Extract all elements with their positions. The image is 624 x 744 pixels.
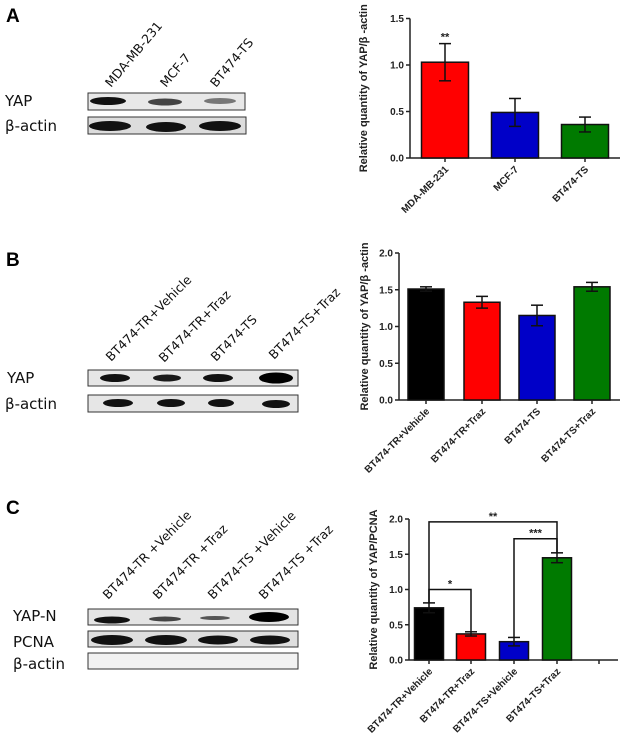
blot-band bbox=[90, 97, 126, 105]
blot-band bbox=[91, 635, 133, 645]
blot-row-label: β-actin bbox=[5, 117, 57, 135]
y-tick-label: 0.5 bbox=[379, 359, 393, 370]
blot-band bbox=[153, 374, 181, 382]
blot-row-label: YAP bbox=[4, 92, 32, 110]
western-blot-a: MDA-MB-231 MCF-7 BT474-TS YAP β-actin bbox=[4, 18, 256, 135]
y-tick-label: 1.5 bbox=[390, 14, 404, 25]
y-tick-label: 0.5 bbox=[390, 107, 404, 118]
blot-band bbox=[204, 98, 236, 104]
significance-label: ** bbox=[441, 32, 450, 44]
blot-band bbox=[149, 616, 181, 622]
blot-band bbox=[103, 399, 133, 407]
bar bbox=[518, 314, 556, 401]
x-tick-label: BT474-TR+Vehicle bbox=[363, 406, 433, 476]
blot-band bbox=[89, 121, 131, 131]
y-tick-label: 1.0 bbox=[390, 61, 404, 72]
y-tick-label: 1.5 bbox=[389, 550, 403, 561]
y-tick-label: 1.0 bbox=[389, 585, 403, 596]
blot-band bbox=[262, 400, 290, 408]
x-tick-label: BT474-TS bbox=[551, 164, 592, 205]
panel-letter-b: B bbox=[6, 250, 20, 271]
blot-band bbox=[259, 372, 293, 384]
bar bbox=[541, 557, 573, 661]
lane-label: BT474-TS bbox=[207, 35, 256, 90]
western-blot-b: BT474-TR+Vehicle BT474-TR+Traz BT474-TS … bbox=[5, 272, 343, 413]
panel-letter-c: C bbox=[6, 498, 20, 519]
x-tick-label: BT474-TS bbox=[503, 406, 544, 447]
blot-band bbox=[146, 122, 186, 132]
blot-strip bbox=[87, 369, 299, 387]
bar-chart-a: 0.0 0.5 1.0 1.5 Relative quantity of YAP/β -… bbox=[358, 4, 620, 216]
bar bbox=[455, 633, 487, 661]
bar-chart-c: 0.0 0.5 1.0 1.5 2.0 Relative quantity of YAP/… bbox=[366, 509, 618, 736]
blot-band bbox=[208, 399, 234, 407]
blot-row-label: YAP-N bbox=[12, 607, 57, 625]
x-tick-label: BT474-TR+Traz bbox=[429, 406, 488, 465]
blot-band bbox=[203, 374, 233, 382]
y-tick-label: 2.0 bbox=[389, 515, 403, 526]
significance-bracket bbox=[513, 537, 558, 638]
blot-strip bbox=[87, 630, 299, 648]
significance-label: * bbox=[448, 579, 453, 591]
blot-row-label: β-actin bbox=[13, 655, 65, 673]
x-tick-label: MCF-7 bbox=[492, 164, 522, 194]
blot-band bbox=[100, 374, 130, 382]
blot-strip bbox=[87, 652, 299, 670]
blot-band bbox=[200, 616, 230, 620]
x-tick-label: BT474-TS+Traz bbox=[539, 406, 598, 465]
blot-row-label: PCNA bbox=[13, 633, 55, 651]
bar bbox=[463, 301, 501, 401]
charts: 0.0 0.5 1.0 1.5 Relative quantity of YAP/β -… bbox=[358, 4, 620, 736]
significance-label: *** bbox=[529, 528, 543, 540]
blot-band bbox=[199, 121, 241, 131]
lane-label: BT474-TR +Vehicle bbox=[100, 507, 195, 602]
blot-band bbox=[148, 98, 182, 106]
blot-band bbox=[145, 635, 187, 645]
y-axis-title: Relative quantity of YAP/PCNA bbox=[368, 509, 380, 669]
bar bbox=[573, 286, 611, 401]
y-axis-title: Relative quantity of YAP/β -actin bbox=[359, 242, 371, 410]
western-blot-c: BT474-TR +Vehicle BT474-TR +Traz BT474-T… bbox=[12, 507, 336, 673]
y-tick-label: 0.0 bbox=[390, 154, 404, 165]
bar-chart-b: 0.0 0.5 1.0 1.5 2.0 Relative quantity of YAP/… bbox=[359, 242, 620, 476]
lane-label: BT474-TS+Traz bbox=[266, 284, 344, 362]
lane-label: BT474-TS bbox=[208, 312, 260, 364]
lane-label: MDA-MB-231 bbox=[102, 18, 165, 89]
blot-band bbox=[157, 399, 185, 407]
y-axis-title: Relative quantity of YAP/β -actin bbox=[358, 4, 370, 172]
significance-bracket bbox=[428, 521, 558, 603]
blot-band bbox=[249, 612, 289, 622]
y-tick-label: 1.5 bbox=[379, 285, 393, 296]
y-tick-label: 1.0 bbox=[379, 322, 393, 333]
y-tick-label: 2.0 bbox=[379, 249, 393, 260]
x-tick-label: MDA-MB-231 bbox=[400, 164, 452, 216]
blot-strip bbox=[87, 394, 299, 413]
bar bbox=[407, 288, 445, 401]
bar bbox=[413, 607, 445, 661]
blot-row-label: β-actin bbox=[5, 395, 57, 413]
blot-row-label: YAP bbox=[6, 369, 34, 387]
y-tick-label: 0.0 bbox=[379, 396, 393, 407]
y-tick-label: 0.5 bbox=[389, 620, 403, 631]
blot-band bbox=[198, 635, 238, 645]
lane-label: MCF-7 bbox=[157, 50, 194, 90]
blot-band bbox=[250, 635, 290, 645]
panel-letter-a: A bbox=[6, 6, 20, 27]
significance-label: ** bbox=[489, 511, 498, 523]
blot-strip bbox=[87, 608, 299, 626]
blot-band bbox=[94, 616, 130, 624]
y-tick-label: 0.0 bbox=[389, 656, 403, 667]
